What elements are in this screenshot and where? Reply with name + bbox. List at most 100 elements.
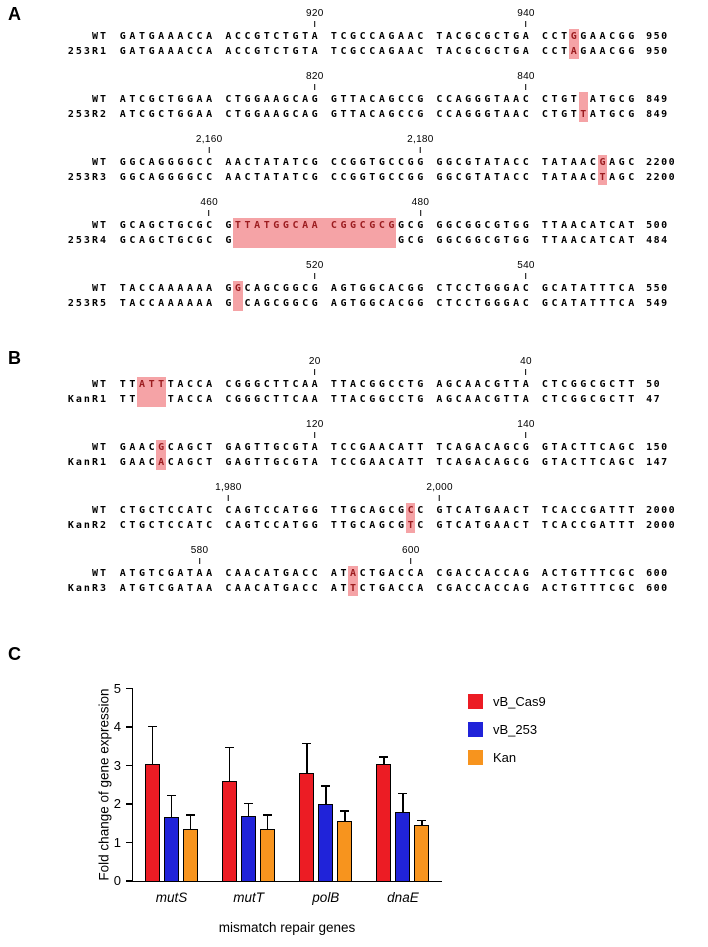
nucleotide: T — [206, 442, 213, 453]
position-number: 140 — [517, 419, 535, 430]
error-bar-cap — [186, 814, 196, 816]
y-axis-tick — [126, 841, 132, 844]
nucleotide: C — [234, 31, 241, 42]
nucleotide: C — [609, 394, 616, 405]
nucleotide: G — [282, 298, 289, 309]
nucleotide: G — [436, 172, 443, 183]
position-number: 20 — [308, 356, 321, 367]
nucleotide: C — [244, 298, 251, 309]
position-number: 480 — [411, 197, 430, 208]
legend-item: vB_253 — [468, 722, 546, 737]
y-axis-tick-label: 5 — [113, 680, 121, 696]
nucleotide: A — [609, 172, 616, 183]
nucleotide: G — [522, 583, 529, 594]
group-space — [531, 155, 541, 170]
nucleotide: A — [513, 583, 520, 594]
nucleotide: G — [417, 394, 424, 405]
nucleotide: T — [474, 283, 481, 294]
nucleotide: G — [580, 46, 587, 57]
nucleotide: G — [119, 46, 126, 57]
nucleotide: C — [388, 520, 395, 531]
nucleotide: A — [522, 46, 529, 57]
nucleotide: G — [570, 394, 577, 405]
group-space — [214, 92, 224, 107]
nucleotide: G — [436, 220, 443, 231]
nucleotide: T — [474, 298, 481, 309]
nucleotide: A — [129, 46, 136, 57]
group-space — [425, 296, 435, 311]
nucleotide: G — [330, 94, 337, 105]
nucleotide: C — [302, 298, 309, 309]
nucleotide: A — [206, 298, 213, 309]
group-space — [425, 218, 435, 233]
nucleotide: C — [282, 442, 289, 453]
nucleotide: G — [167, 568, 174, 579]
group-space — [319, 92, 329, 107]
nucleotide: G — [186, 157, 193, 168]
tick-mark — [525, 432, 527, 438]
nucleotide: G — [561, 94, 568, 105]
nucleotide: C — [455, 520, 462, 531]
sequence-label: 253R4 — [67, 235, 108, 246]
nucleotide: A — [474, 394, 481, 405]
nucleotide: G — [292, 298, 299, 309]
position-marker: 1,980 — [215, 482, 242, 501]
nucleotide: C — [158, 235, 165, 246]
nucleotide: T — [405, 518, 416, 533]
nucleotide: C — [186, 379, 193, 390]
nucleotide: G — [233, 281, 243, 296]
error-bar — [247, 804, 250, 816]
nucleotide: T — [158, 520, 165, 531]
x-category-label: dnaE — [387, 890, 419, 905]
nucleotide: C — [196, 442, 203, 453]
nucleotide: A — [263, 583, 270, 594]
nucleotide: G — [311, 109, 318, 120]
nucleotide: T — [445, 520, 452, 531]
nucleotide: A — [138, 235, 145, 246]
position-marker: 520 — [306, 260, 324, 279]
nucleotide: T — [330, 505, 337, 516]
nucleotide: A — [378, 442, 385, 453]
nucleotide: T — [330, 394, 337, 405]
nucleotide: A — [388, 583, 395, 594]
nucleotide: G — [503, 442, 510, 453]
nucleotide: A — [302, 394, 309, 405]
nucleotide: G — [417, 94, 424, 105]
position-number: 460 — [200, 197, 218, 208]
nucleotide: A — [417, 583, 424, 594]
nucleotide: T — [417, 457, 424, 468]
nucleotide: C — [398, 94, 405, 105]
nucleotide: G — [589, 505, 596, 516]
nucleotide: A — [513, 109, 520, 120]
nucleotide: T — [578, 107, 589, 122]
nucleotide: A — [177, 442, 184, 453]
nucleotide: T — [263, 46, 270, 57]
nucleotide: C — [541, 46, 548, 57]
nucleotide: G — [378, 157, 385, 168]
nucleotide: T — [445, 283, 452, 294]
error-bar-cap — [263, 814, 273, 816]
nucleotide: G — [359, 172, 366, 183]
nucleotide: A — [455, 583, 462, 594]
nucleotide: G — [273, 457, 280, 468]
nucleotide: C — [177, 505, 184, 516]
nucleotide: G — [541, 283, 548, 294]
nucleotide: T — [254, 157, 261, 168]
nucleotide: T — [503, 31, 510, 42]
nucleotide: G — [484, 46, 491, 57]
nucleotide: C — [570, 442, 577, 453]
position-number: 2,180 — [407, 134, 434, 145]
nucleotide: C — [417, 31, 424, 42]
nucleotide: T — [292, 505, 299, 516]
nucleotide: A — [369, 505, 376, 516]
nucleotide: C — [148, 442, 155, 453]
nucleotide: C — [628, 457, 635, 468]
nucleotide: G — [417, 235, 424, 246]
nucleotide: C — [407, 568, 414, 579]
position-number: 540 — [517, 260, 535, 271]
nucleotide: A — [129, 442, 136, 453]
